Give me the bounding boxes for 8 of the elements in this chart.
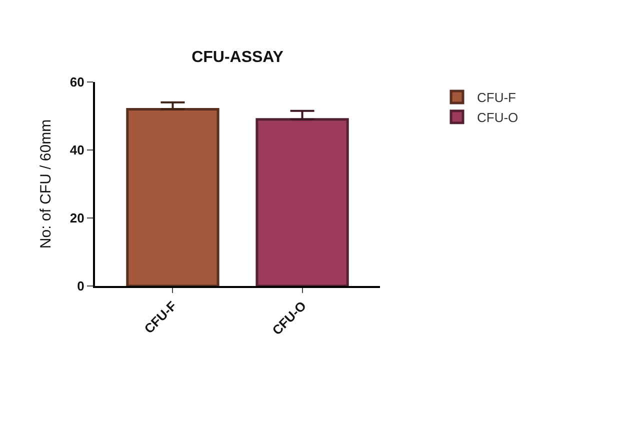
chart-title: CFU-ASSAY [192, 49, 284, 66]
y-tick-label: 20 [70, 210, 84, 226]
y-tick-label: 40 [70, 142, 84, 158]
legend-label: CFU-O [477, 110, 518, 125]
y-tick-label: 0 [77, 278, 84, 294]
y-tick-label: 60 [70, 74, 84, 90]
y-axis-title: No: of CFU / 60mm [38, 119, 55, 249]
legend-label: CFU-F [477, 90, 516, 106]
